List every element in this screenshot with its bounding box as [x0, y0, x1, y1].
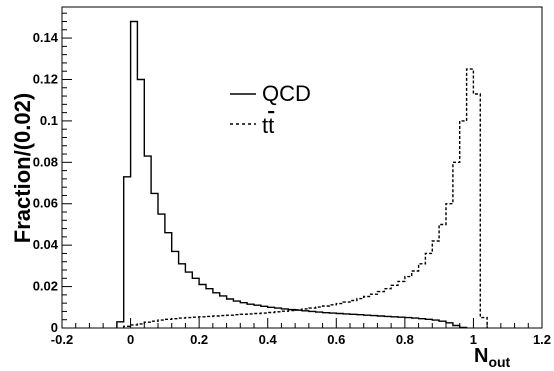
- y-tick-label: 0.06: [33, 196, 58, 211]
- histogram-qcd: [116, 20, 468, 329]
- plot-frame: [61, 6, 543, 329]
- histogram-series: [116, 20, 488, 329]
- histogram-ttbar: [123, 68, 488, 328]
- x-tick-label: 1: [470, 332, 477, 347]
- x-tick-label: 0: [127, 332, 134, 347]
- x-tick-label: 0.8: [396, 332, 414, 347]
- x-tick-label: 1.2: [533, 332, 551, 347]
- y-tick-label: 0.14: [33, 30, 59, 45]
- y-tick-label: 0.04: [33, 237, 59, 252]
- legend-label-ttbar-t: t: [262, 113, 268, 138]
- x-axis-title: Nout: [474, 345, 511, 370]
- x-tick-label: 0.4: [259, 332, 278, 347]
- y-tick-label: 0.12: [33, 71, 58, 86]
- x-tick-label: 0.2: [190, 332, 208, 347]
- axes: [61, 6, 543, 329]
- x-tick-label: 0.6: [327, 332, 345, 347]
- y-tick-label: 0.1: [40, 113, 58, 128]
- legend-label-ttbar: tt: [262, 113, 274, 138]
- y-tick-label: 0: [51, 320, 58, 335]
- x-axis-title-main: N: [474, 345, 488, 367]
- legend-label-qcd: QCD: [262, 81, 311, 106]
- y-axis-title: Fraction/(0.02): [10, 93, 35, 243]
- x-tick-label: -0.2: [51, 332, 73, 347]
- y-tick-label: 0.08: [33, 154, 58, 169]
- x-axis-title-subscript: out: [488, 354, 510, 370]
- y-tick-label: 0.02: [33, 279, 58, 294]
- legend: QCD tt: [230, 81, 311, 138]
- y-axis-ticks: 0 0.02 0.04 0.06 0.08 0.1 0.12 0.14: [33, 12, 72, 335]
- legend-label-ttbar-tbar: t: [268, 113, 274, 138]
- x-axis-ticks: -0.2 0 0.2 0.4 0.6 0.8 1 1.2: [51, 318, 551, 347]
